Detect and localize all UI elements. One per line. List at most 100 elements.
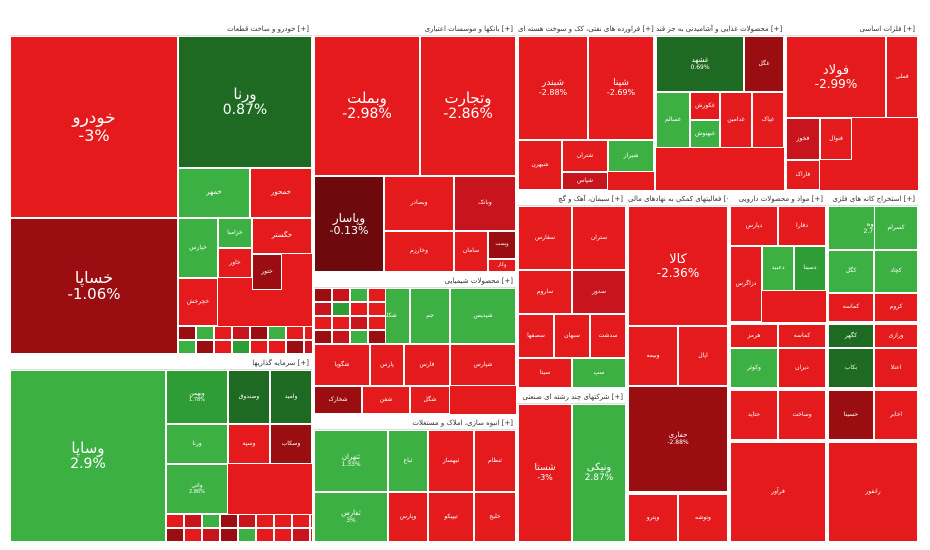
sector-header[interactable]: سرمایه گذاریها [+] — [10, 356, 312, 370]
stock-tile-khchin[interactable]: خچرخش — [178, 278, 218, 326]
stock-tile-small[interactable] — [238, 514, 256, 528]
stock-tile-small[interactable] — [292, 528, 310, 542]
stock-tile-small[interactable] — [286, 326, 304, 340]
stock-tile-small[interactable] — [268, 340, 286, 354]
stock-tile-pars[interactable]: پارس — [370, 344, 404, 386]
stock-tile-small[interactable] — [256, 528, 274, 542]
stock-tile-small[interactable] — [368, 330, 386, 344]
stock-tile-shgoya[interactable]: شگویا — [314, 344, 370, 386]
stock-tile-vebmellat[interactable]: وبملت -2.98% — [314, 36, 420, 176]
stock-tile-fe8[interactable]: اعتلا — [874, 348, 918, 388]
stock-tile-small[interactable] — [350, 288, 368, 302]
stock-tile-cs4[interactable]: ثبهساز — [428, 430, 474, 492]
stock-tile-vsapa[interactable]: وساپا 2.9% — [10, 370, 166, 542]
stock-tile-small[interactable] — [268, 326, 286, 340]
stock-tile-fars[interactable]: فارس — [404, 344, 450, 386]
stock-tile-vsamen[interactable]: سامان — [454, 231, 488, 272]
stock-tile-fe6[interactable]: دیران — [778, 348, 826, 388]
stock-tile-fe9[interactable]: حتاید — [730, 390, 778, 440]
stock-tile-ssep[interactable]: سپ — [572, 358, 626, 388]
stock-tile-small[interactable] — [166, 528, 184, 542]
stock-tile-mu2[interactable]: تیپیکو — [428, 492, 474, 542]
stock-tile-fe13[interactable]: فرآور — [730, 442, 826, 542]
sector-header[interactable]: فراورده های نفتی، کک و سوخت هسته ای [+] — [518, 22, 654, 36]
stock-tile-khgostar[interactable]: خگستر — [252, 218, 312, 254]
stock-tile-cs2[interactable]: ثفارس 3% — [314, 492, 388, 542]
stock-tile-shiraz[interactable]: شیراز — [608, 140, 654, 172]
stock-tile-small[interactable] — [178, 326, 196, 340]
sector-header[interactable]: محصولات شیمیایی [+] — [314, 274, 516, 288]
stock-tile-dabidi[interactable]: دعبید — [762, 246, 794, 291]
stock-tile-small[interactable] — [368, 302, 386, 316]
stock-tile-khemehvar[interactable]: خمحور — [250, 168, 312, 218]
stock-tile-fe12[interactable]: اخابر — [874, 390, 918, 440]
stock-tile-fkhooz[interactable]: فخوز — [786, 118, 820, 160]
stock-tile-vpost[interactable]: وپست — [488, 231, 516, 259]
stock-tile-shpars[interactable]: شپارس — [450, 344, 516, 386]
stock-tile-vnik[interactable]: ونیکی 2.87% — [572, 404, 626, 542]
stock-tile-fe4[interactable]: ورازی — [874, 324, 918, 348]
stock-tile-vtaminr[interactable]: وتوشه — [678, 494, 728, 542]
stock-tile-shgol[interactable]: شگل — [410, 386, 450, 414]
stock-tile-small[interactable] — [332, 330, 350, 344]
stock-tile-khodro[interactable]: خودرو -3% — [10, 36, 178, 218]
stock-tile-sfanoos[interactable]: سصفها — [518, 314, 554, 358]
stock-tile-ghkurosh[interactable]: غکورش — [690, 92, 720, 120]
stock-tile-ksarab[interactable]: کسرام — [874, 206, 918, 250]
stock-tile-inv1[interactable]: وبهمن 1.78% — [166, 370, 228, 424]
stock-tile-small[interactable] — [202, 528, 220, 542]
stock-tile-inv2[interactable]: وصندوق — [228, 370, 270, 424]
stock-tile-small[interactable] — [238, 528, 256, 542]
sector-header[interactable]: شرکتهای چند رشته ای صنعتی [+] — [518, 390, 626, 404]
stock-tile-small[interactable] — [184, 528, 202, 542]
stock-tile-small[interactable] — [292, 514, 310, 528]
stock-tile-mu1[interactable]: وپارس — [388, 492, 428, 542]
stock-tile-foolad[interactable]: فولاد -2.99% — [786, 36, 886, 118]
stock-tile-fe7[interactable]: بکاب — [828, 348, 874, 388]
stock-tile-sdasht[interactable]: سدشت — [590, 314, 626, 358]
stock-tile-small[interactable] — [314, 302, 332, 316]
stock-tile-ghgol[interactable]: غگل — [744, 36, 784, 92]
stock-tile-foolad2[interactable]: فنوال — [820, 118, 852, 160]
stock-tile-shpasa[interactable]: شپاس — [562, 172, 608, 190]
stock-tile-ghdamin[interactable]: غدامین — [720, 92, 752, 148]
stock-tile-ghbehs[interactable]: غبهنوش — [690, 120, 720, 148]
stock-tile-khmehr[interactable]: خمهر — [178, 168, 250, 218]
stock-tile-vtejarat[interactable]: وتجارت -2.86% — [420, 36, 516, 176]
stock-tile-mu3[interactable]: خلیج — [474, 492, 516, 542]
stock-tile-small[interactable] — [310, 514, 312, 528]
sector-header[interactable]: مواد و محصولات دارویی [+] — [730, 192, 826, 206]
stock-tile-sarub[interactable]: ساروم — [518, 270, 572, 314]
stock-tile-small[interactable] — [220, 514, 238, 528]
stock-tile-small[interactable] — [214, 326, 232, 340]
stock-tile-inv7[interactable]: واتی 2.86% — [166, 464, 228, 514]
stock-tile-small[interactable] — [196, 340, 214, 354]
stock-tile-nikhl[interactable]: فملی — [886, 36, 918, 118]
stock-tile-cs1[interactable]: ثتهران 1.33% — [314, 430, 388, 492]
sector-header[interactable]: بانکها و موسسات اعتباری [+] — [314, 22, 516, 36]
stock-tile-small[interactable] — [368, 288, 386, 302]
stock-tile-small[interactable] — [350, 316, 368, 330]
stock-tile-small[interactable] — [332, 302, 350, 316]
sector-header[interactable]: سیمان، آهک و گچ [+] — [518, 192, 626, 206]
stock-tile-small[interactable] — [304, 326, 312, 340]
stock-tile-small[interactable] — [184, 514, 202, 528]
stock-tile-shasta[interactable]: شستا -3% — [518, 404, 572, 542]
stock-tile-vkar[interactable]: وکار — [488, 259, 516, 272]
stock-tile-fe14[interactable]: رانفور — [828, 442, 918, 542]
stock-tile-small[interactable] — [178, 340, 196, 354]
sector-header[interactable]: خودرو و ساخت قطعات [+] — [10, 22, 312, 36]
stock-tile-aps[interactable]: اپال — [678, 326, 728, 386]
sector-header[interactable]: فلزات اساسی [+] — [786, 22, 918, 36]
stock-tile-khoshbir[interactable]: غشهد 0.69% — [656, 36, 744, 92]
stock-tile-small[interactable] — [314, 288, 332, 302]
stock-tile-khsapa[interactable]: خساپا -1.06% — [10, 218, 178, 354]
stock-tile-fe5[interactable]: وکوثر — [730, 348, 778, 388]
stock-tile-small[interactable] — [314, 316, 332, 330]
stock-tile-cs3[interactable]: ثباغ — [388, 430, 428, 492]
stock-tile-small[interactable] — [232, 340, 250, 354]
stock-tile-jam[interactable]: جم — [410, 288, 450, 344]
sector-header[interactable]: محصولات غذایی و آشامیدنی به جز قند [+] — [656, 22, 784, 36]
stock-tile-dzahravi[interactable]: دزاگرس — [730, 246, 762, 322]
sector-header[interactable]: فعالیتهای کمکی به نهادهای مالی [+] — [628, 192, 728, 206]
